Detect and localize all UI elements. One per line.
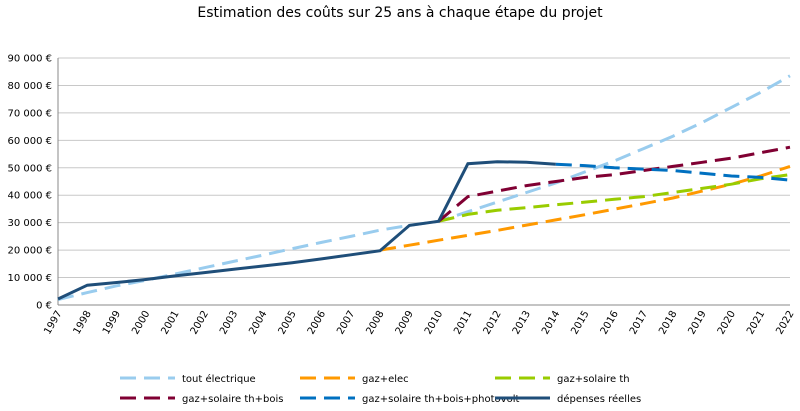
- y-tick-label: 50 000 €: [7, 163, 52, 174]
- chart-title: Estimation des coûts sur 25 ans à chaque…: [197, 5, 603, 21]
- legend-label: dépenses réelles: [557, 393, 641, 405]
- y-tick-label: 30 000 €: [7, 218, 52, 229]
- y-tick-label: 0 €: [36, 301, 52, 312]
- x-tick-label: 2013: [511, 309, 533, 337]
- series-line: [555, 162, 791, 182]
- x-tick-label: 2010: [423, 309, 445, 337]
- x-tick-label: 2003: [218, 309, 240, 337]
- x-tick-label: 2012: [482, 309, 504, 337]
- series-line: [379, 164, 791, 252]
- y-tick-label: 80 000 €: [7, 81, 52, 92]
- y-tick-label: 10 000 €: [7, 273, 52, 284]
- y-tick-label: 70 000 €: [7, 108, 52, 119]
- series-line: [57, 160, 556, 301]
- legend-label: gaz+elec: [362, 374, 409, 385]
- legend-label: gaz+solaire th+bois+photovolt: [362, 394, 519, 405]
- x-tick-label: 2020: [716, 309, 738, 337]
- series-line: [57, 74, 791, 301]
- x-tick-label: 2000: [130, 309, 152, 337]
- x-tick-label: 2016: [599, 309, 621, 337]
- x-tick-label: 2021: [745, 309, 767, 337]
- x-tick-label: 2022: [774, 309, 796, 337]
- x-tick-label: 2009: [394, 309, 416, 337]
- y-tick-label: 90 000 €: [7, 54, 52, 65]
- x-tick-label: 2002: [189, 309, 211, 337]
- series-line: [438, 173, 791, 223]
- x-tick-label: 2017: [628, 309, 650, 337]
- x-tick-label: 1998: [72, 309, 94, 337]
- x-tick-label: 2001: [159, 309, 181, 337]
- x-tick-label: 2018: [657, 309, 679, 337]
- y-tick-label: 40 000 €: [7, 191, 52, 202]
- legend-label: gaz+solaire th+bois: [182, 394, 283, 405]
- x-tick-label: 2011: [452, 309, 474, 337]
- y-tick-label: 60 000 €: [7, 136, 52, 147]
- x-tick-label: 2004: [247, 309, 269, 337]
- x-tick-label: 2008: [364, 309, 386, 337]
- x-tick-label: 2005: [277, 309, 299, 337]
- legend-label: gaz+solaire th: [557, 374, 630, 385]
- y-tick-label: 20 000 €: [7, 246, 52, 257]
- x-tick-label: 2015: [569, 309, 591, 337]
- x-tick-label: 2007: [335, 309, 357, 337]
- x-tick-label: 1997: [42, 309, 64, 337]
- x-tick-label: 1999: [101, 309, 123, 337]
- legend-label: tout électrique: [182, 373, 256, 385]
- x-tick-label: 2019: [687, 309, 709, 337]
- x-tick-label: 2006: [306, 309, 328, 337]
- x-tick-label: 2014: [540, 309, 562, 337]
